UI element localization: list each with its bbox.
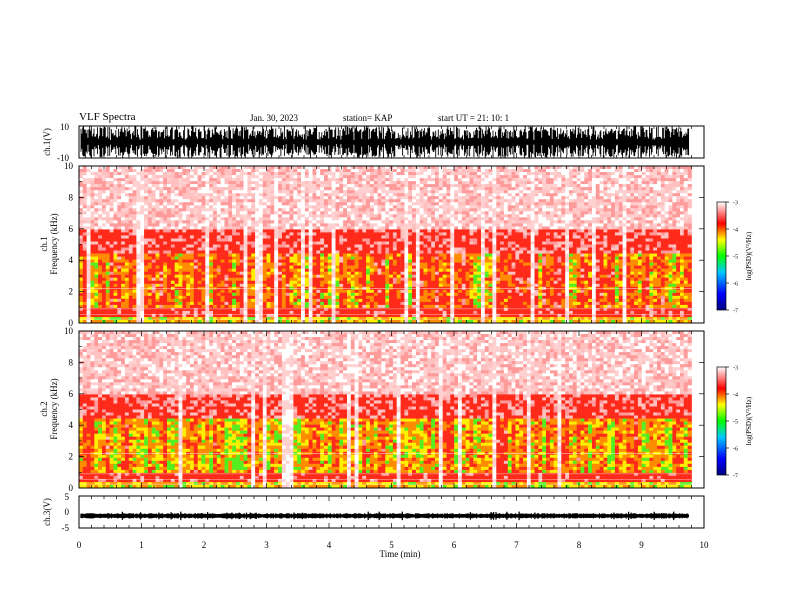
ch1-ytick-top: 10 — [60, 122, 70, 132]
freq-tick-label: 4 — [69, 420, 74, 430]
ch1-ytick-bottom: -10 — [57, 153, 69, 163]
start-time-label: start UT = 21: 10: 1 — [438, 113, 510, 123]
freq-tick-label: 6 — [69, 389, 74, 399]
x-tick-label: 6 — [452, 540, 457, 550]
ch2-freq-ylabel-2: Frequency (kHz) — [49, 378, 59, 439]
ch3-ytick-mid: 0 — [65, 507, 70, 517]
freq-tick-label: 2 — [69, 452, 74, 462]
ch3-ytick-bottom: -5 — [62, 523, 70, 533]
ch2-spectrogram-image — [79, 331, 692, 489]
ch2-freq-ylabel-1: ch.2 — [39, 401, 49, 416]
ch2-colorbar: -3 -4 -5 -6 -7 log(PSD)(V²/Hz) — [716, 366, 753, 480]
colorbar-tick-label: -5 — [733, 255, 738, 261]
x-tick-label: 3 — [264, 540, 269, 550]
x-tick-label: 4 — [327, 540, 332, 550]
ch2-colorbar-label: log(PSD)(V²/Hz) — [745, 396, 753, 445]
ch1-waveform-panel: 10 -10 ch.1(V) — [42, 122, 705, 163]
ch3-waveform-trace — [80, 511, 689, 521]
colorbar-tick-label: -7 — [733, 474, 738, 480]
freq-tick-label: 6 — [69, 224, 74, 234]
colorbar-tick-label: -4 — [733, 228, 738, 234]
station-label: station= KAP — [343, 113, 393, 123]
x-tick-label: 5 — [389, 540, 394, 550]
colorbar-tick-label: -6 — [733, 447, 738, 453]
freq-tick-label: 2 — [69, 287, 74, 297]
time-axis: 0 1 2 3 4 5 6 7 8 9 10 — [77, 126, 709, 550]
ch3-ytick-top: 5 — [65, 492, 70, 502]
colorbar-tick-label: -6 — [733, 282, 738, 288]
ch3-waveform-panel: 5 0 -5 ch.3(V) — [42, 492, 705, 533]
freq-tick-label: 0 — [69, 483, 74, 493]
freq-tick-label: 10 — [64, 326, 74, 336]
ch1-frequency-ticks: 0 2 4 6 8 10 — [64, 161, 704, 328]
x-tick-label: 2 — [202, 540, 207, 550]
ch1-waveform-trace — [80, 126, 690, 158]
colorbar-tick-label: -7 — [733, 309, 738, 315]
ch1-spectrogram-image — [79, 166, 692, 324]
x-tick-label: 9 — [639, 540, 644, 550]
ch1-freq-ylabel-1: ch.1 — [39, 236, 49, 251]
ch2-colorbar-ticks: -3 -4 -5 -6 -7 — [726, 366, 738, 480]
x-tick-label: 1 — [139, 540, 144, 550]
colorbar-tick-label: -5 — [733, 420, 738, 426]
ch1-colorbar-label: log(PSD)(V²/Hz) — [745, 231, 753, 280]
x-tick-label: 10 — [700, 540, 710, 550]
x-tick-label: 8 — [577, 540, 582, 550]
colorbar-tick-label: -4 — [733, 393, 738, 399]
freq-tick-label: 8 — [69, 192, 74, 202]
x-tick-label: 7 — [514, 540, 519, 550]
ch1-freq-ylabel-2: Frequency (kHz) — [49, 213, 59, 274]
date-label: Jan. 30, 2023 — [250, 113, 298, 123]
ch3-ylabel: ch.3(V) — [42, 498, 52, 526]
x-tick-label: 0 — [77, 540, 82, 550]
ch1-colorbar-ticks: -3 -4 -5 -6 -7 — [726, 201, 738, 315]
freq-tick-label: 10 — [64, 161, 74, 171]
colorbar-tick-label: -3 — [733, 201, 738, 207]
freq-tick-label: 0 — [69, 318, 74, 328]
ch2-spectrogram-panel: 0 2 4 6 8 10 ch.2 Frequency (kHz) — [39, 326, 705, 493]
ch1-ylabel: ch.1(V) — [42, 128, 52, 156]
freq-tick-label: 8 — [69, 357, 74, 367]
ch1-colorbar: -3 -4 -5 -6 -7 log(PSD)(V²/Hz) — [716, 201, 753, 315]
colorbar-tick-label: -3 — [733, 366, 738, 372]
ch2-frequency-ticks: 0 2 4 6 8 10 — [64, 326, 704, 493]
ch1-spectrogram-panel: 0 2 4 6 8 10 ch.1 Frequency (kHz) — [39, 161, 705, 328]
x-axis-label: Time (min) — [380, 549, 421, 559]
freq-tick-label: 4 — [69, 255, 74, 265]
figure-title: VLF Spectra — [79, 111, 136, 123]
